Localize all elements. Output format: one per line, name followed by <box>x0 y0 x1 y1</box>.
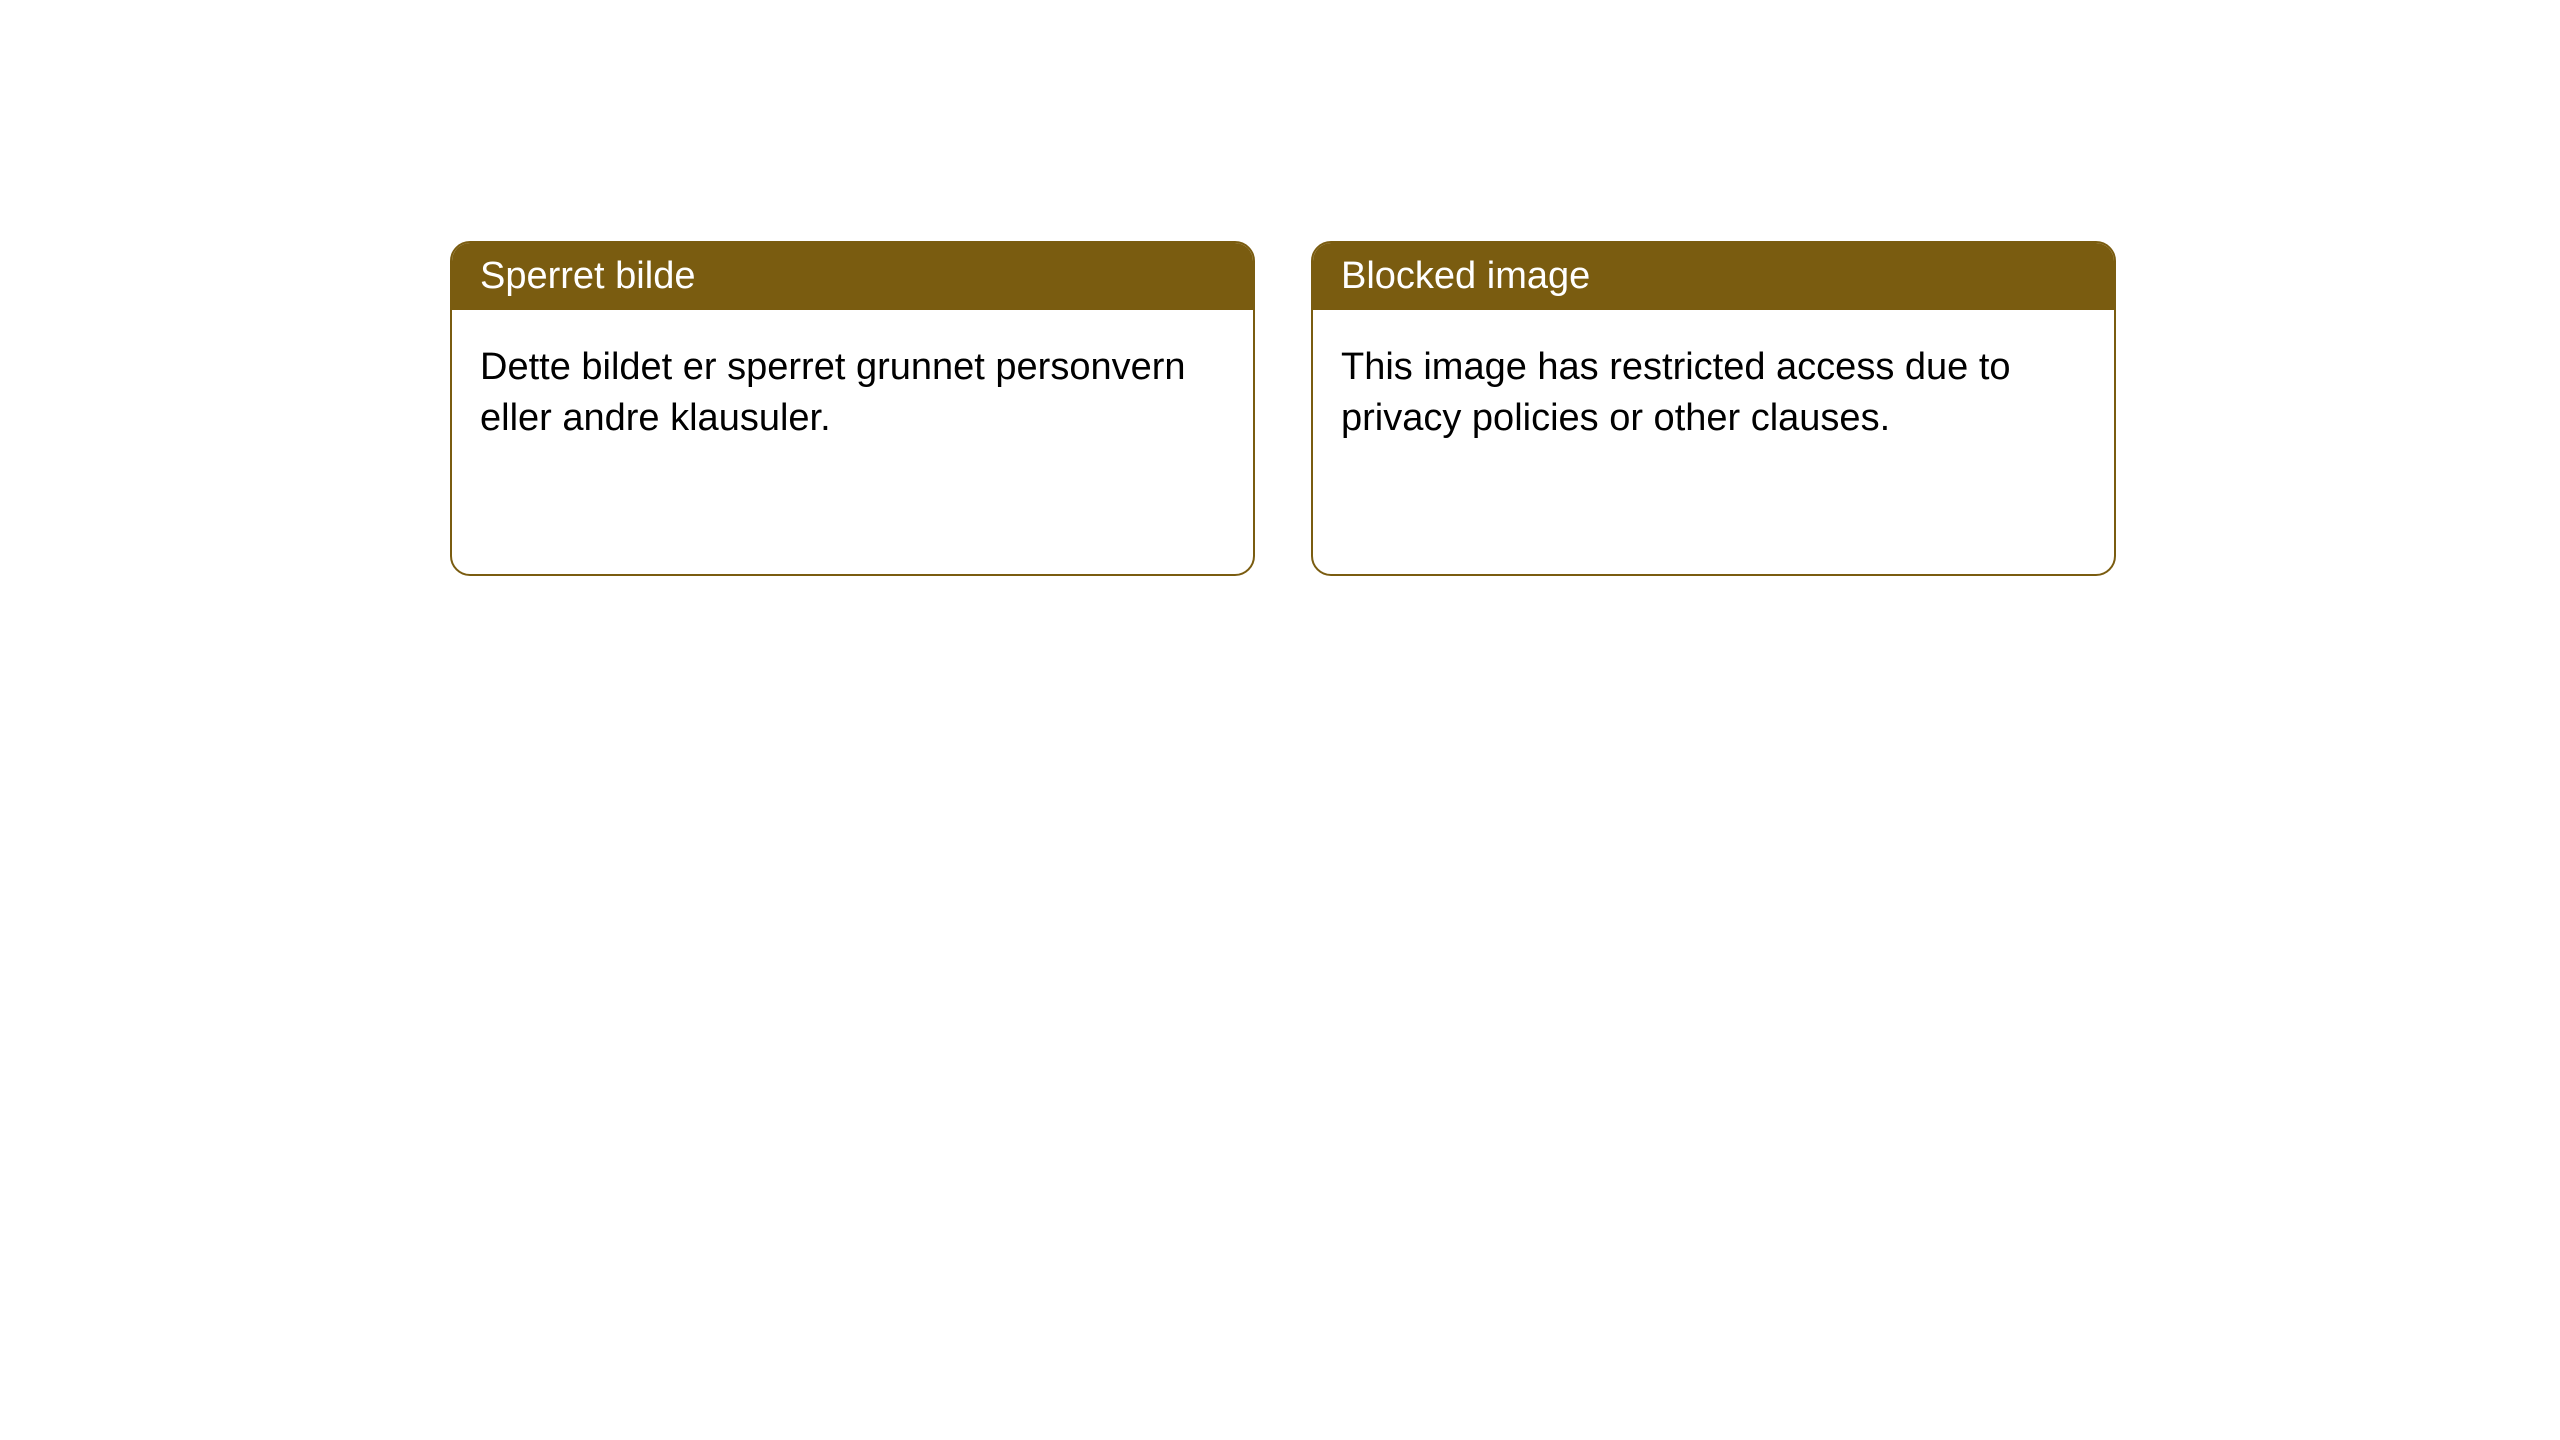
notice-header-english: Blocked image <box>1313 243 2114 310</box>
notice-body-english: This image has restricted access due to … <box>1313 310 2114 574</box>
notice-container: Sperret bilde Dette bildet er sperret gr… <box>450 241 2116 576</box>
notice-card-norwegian: Sperret bilde Dette bildet er sperret gr… <box>450 241 1255 576</box>
notice-body-norwegian: Dette bildet er sperret grunnet personve… <box>452 310 1253 574</box>
notice-header-norwegian: Sperret bilde <box>452 243 1253 310</box>
notice-card-english: Blocked image This image has restricted … <box>1311 241 2116 576</box>
